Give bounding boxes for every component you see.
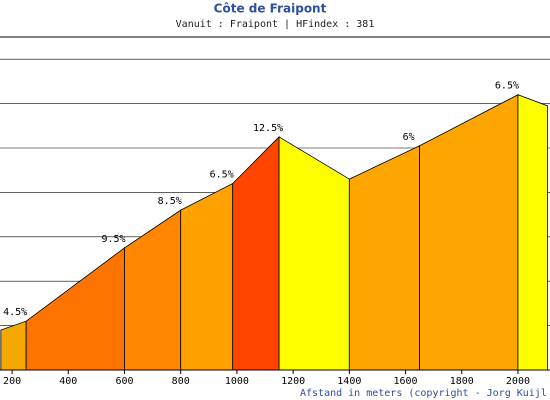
profile-segment <box>278 136 350 371</box>
gradient-label: 8.5% <box>158 196 182 207</box>
profile-segment <box>180 182 234 371</box>
profile-segment <box>348 145 420 371</box>
gradient-label: 12.5% <box>253 123 283 134</box>
x-tick-label: 800 <box>172 376 190 387</box>
profile-segment <box>124 209 182 371</box>
x-axis-label: Afstand in meters (copyright - Jorg Kuij… <box>300 388 550 399</box>
x-tick-label: 2000 <box>506 376 530 387</box>
chart-title: Côte de Fraipont <box>214 2 327 16</box>
profile-segment <box>419 94 519 371</box>
gradient-label: 4.5% <box>3 307 27 318</box>
gradient-label: 6.5% <box>210 170 234 181</box>
x-tick-label: 200 <box>3 376 21 387</box>
x-tick-label: 1600 <box>393 376 417 387</box>
profile-segment <box>517 94 548 371</box>
x-tick-label: 600 <box>115 376 133 387</box>
gradient-label: 6.5% <box>495 81 519 92</box>
profile-segment <box>0 320 27 371</box>
gradient-label: 9.5% <box>101 234 125 245</box>
x-tick-label: 1800 <box>450 376 474 387</box>
x-tick-label: 1200 <box>281 376 305 387</box>
profile: 4.5% 9.5% 8.5% 6.5% 12.5% 6% 6.5% <box>0 81 548 371</box>
x-tick-label: 1400 <box>337 376 361 387</box>
gradient-label: 6% <box>403 132 415 143</box>
profile-segment <box>232 135 280 371</box>
x-tick-label: 400 <box>59 376 77 387</box>
profile-segment <box>25 247 125 371</box>
x-tick-label: 1000 <box>225 376 249 387</box>
chart-subtitle: Vanuit : Fraipont | HFindex : 381 <box>176 19 375 30</box>
axes: 200 400 600 800 1000 1200 1400 1600 1800 2000 <box>0 369 550 387</box>
